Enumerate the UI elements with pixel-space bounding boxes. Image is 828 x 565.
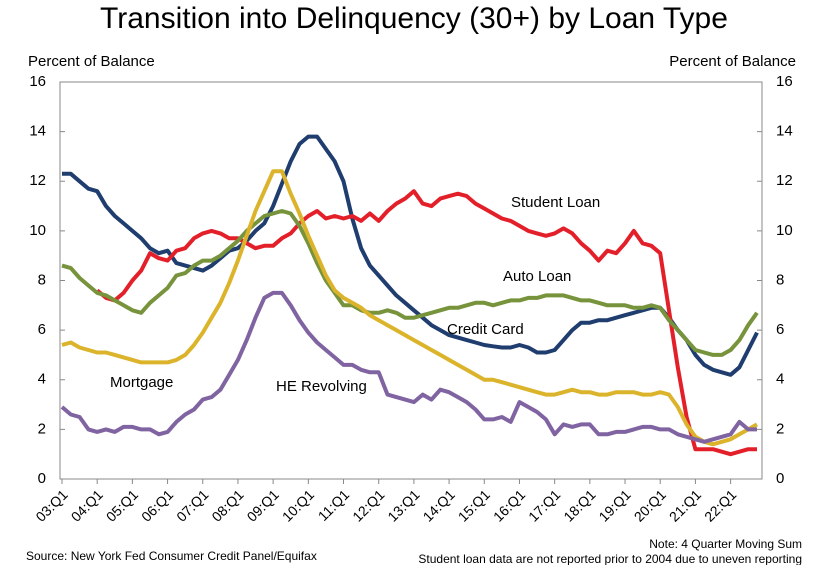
y-tick-label: 14 [29,123,46,140]
series-label: HE Revolving [276,378,367,395]
series-line [61,169,758,447]
y2-tick-label: 4 [776,371,784,388]
y2-tick-label: 6 [776,321,784,338]
y2-tick-label: 12 [776,172,793,189]
series-label: Student Loan [511,194,600,211]
series-line [60,290,757,444]
x-tick-label: 11:Q1 [315,486,353,524]
x-tick-label: 17:Q1 [525,486,563,524]
x-tick-label: 20:Q1 [631,486,669,524]
plot-frame [59,81,763,480]
x-tick-label: 15:Q1 [455,486,493,524]
note: Student loan data are not reported prior… [418,552,802,565]
series-label: Auto Loan [503,268,571,285]
x-tick-label: 18:Q1 [560,486,598,524]
y2-tick-label: 2 [776,420,784,437]
x-tick-label: 05:Q1 [103,486,141,524]
series-label: Credit Card [447,321,524,338]
x-tick-label: 10:Q1 [279,486,317,524]
y2-tick-label: 16 [776,73,793,90]
x-tick-label: 19:Q1 [595,486,633,524]
y-tick-label: 6 [38,321,46,338]
series-line [62,134,759,377]
note: Note: 4 Quarter Moving Sum [649,537,802,551]
chart-title: Transition into Delinquency (30+) by Loa… [100,2,728,35]
series-line [61,209,759,357]
x-tick-label: 16:Q1 [490,486,528,524]
x-tick-label: 06:Q1 [138,486,176,524]
source-note: Source: New York Fed Consumer Credit Pan… [26,549,317,563]
y2-tick-label: 8 [776,271,784,288]
y2-tick-label: 0 [776,470,784,487]
x-tick-label: 14:Q1 [420,486,458,524]
y-tick-label: 2 [38,420,46,437]
x-tick-label: 21:Q1 [666,486,704,524]
x-tick-label: 08:Q1 [208,486,246,524]
x-tick-label: 03:Q1 [32,486,70,524]
y-tick-label: 16 [29,73,46,90]
series-line [95,189,757,457]
y2-axis-title: Percent of Balance [669,53,796,70]
y-tick-label: 0 [38,470,46,487]
x-tick-label: 22:Q1 [701,486,739,524]
x-tick-label: 13:Q1 [384,486,422,524]
y2-tick-label: 10 [776,222,793,239]
y2-tick-label: 14 [776,123,793,140]
x-tick-label: 12:Q1 [349,486,387,524]
x-tick-label: 09:Q1 [244,486,282,524]
y-tick-label: 12 [29,172,46,189]
y-tick-label: 8 [38,271,46,288]
y-tick-label: 10 [29,222,46,239]
series-label: Mortgage [110,374,173,391]
y-tick-label: 4 [38,371,46,388]
x-tick-label: 07:Q1 [173,486,211,524]
y-axis-title: Percent of Balance [28,53,155,70]
x-tick-label: 04:Q1 [68,486,106,524]
